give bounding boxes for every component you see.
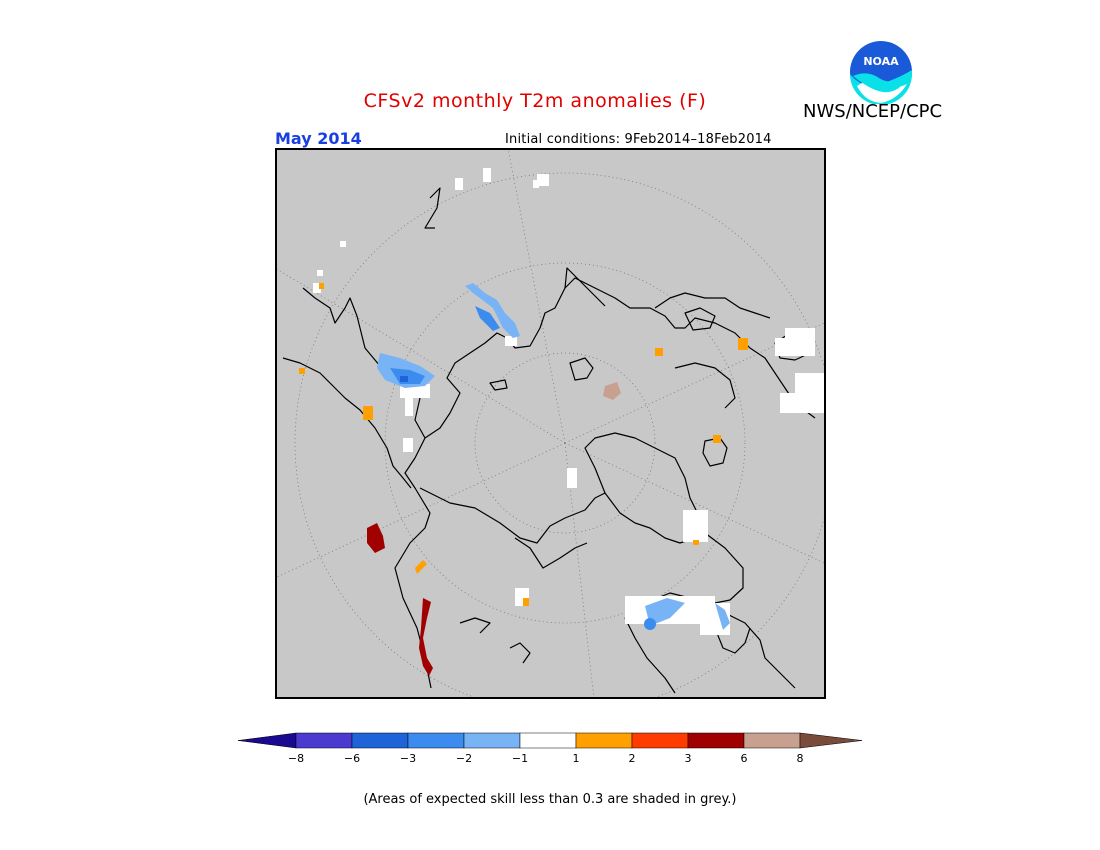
legend-label: 3 (685, 752, 692, 765)
anomaly-patches (299, 168, 825, 676)
color-legend: −8 −6 −3 −2 −1 1 2 3 6 8 (238, 732, 862, 765)
legend-swatch (407, 732, 465, 749)
legend-arrow-high (799, 732, 862, 749)
color-legend-labels: −8 −6 −3 −2 −1 1 2 3 6 8 (288, 752, 804, 765)
map-background (275, 148, 826, 699)
initial-conditions-label: Initial conditions: 9Feb2014–18Feb2014 (505, 132, 772, 147)
legend-label: 2 (629, 752, 636, 765)
legend-label: 6 (741, 752, 748, 765)
legend-label: 8 (797, 752, 804, 765)
map-frame (275, 148, 826, 699)
noaa-logo-text: NOAA (863, 55, 899, 68)
legend-swatch (351, 732, 409, 749)
legend-swatch (687, 732, 745, 749)
legend-label: −6 (344, 752, 360, 765)
agency-label: NWS/NCEP/CPC (803, 101, 943, 122)
legend-swatch (743, 732, 801, 749)
color-legend-blocks (238, 732, 862, 749)
legend-label: −3 (400, 752, 416, 765)
noaa-logo-icon: NOAA (850, 41, 912, 104)
legend-label: 1 (573, 752, 580, 765)
legend-swatch (631, 732, 689, 749)
legend-swatch (519, 732, 577, 749)
legend-swatch (463, 732, 521, 749)
legend-label: −1 (512, 752, 528, 765)
legend-arrow-low (238, 732, 297, 749)
legend-label: −8 (288, 752, 304, 765)
map-title: CFSv2 monthly T2m anomalies (F) (363, 90, 707, 112)
skill-note: (Areas of expected skill less than 0.3 a… (363, 792, 737, 807)
coastlines (282, 187, 816, 694)
polar-map (275, 148, 826, 699)
legend-swatch (575, 732, 633, 749)
legend-label: −2 (456, 752, 472, 765)
forecast-month: May 2014 (275, 129, 362, 148)
legend-swatch (295, 732, 353, 749)
